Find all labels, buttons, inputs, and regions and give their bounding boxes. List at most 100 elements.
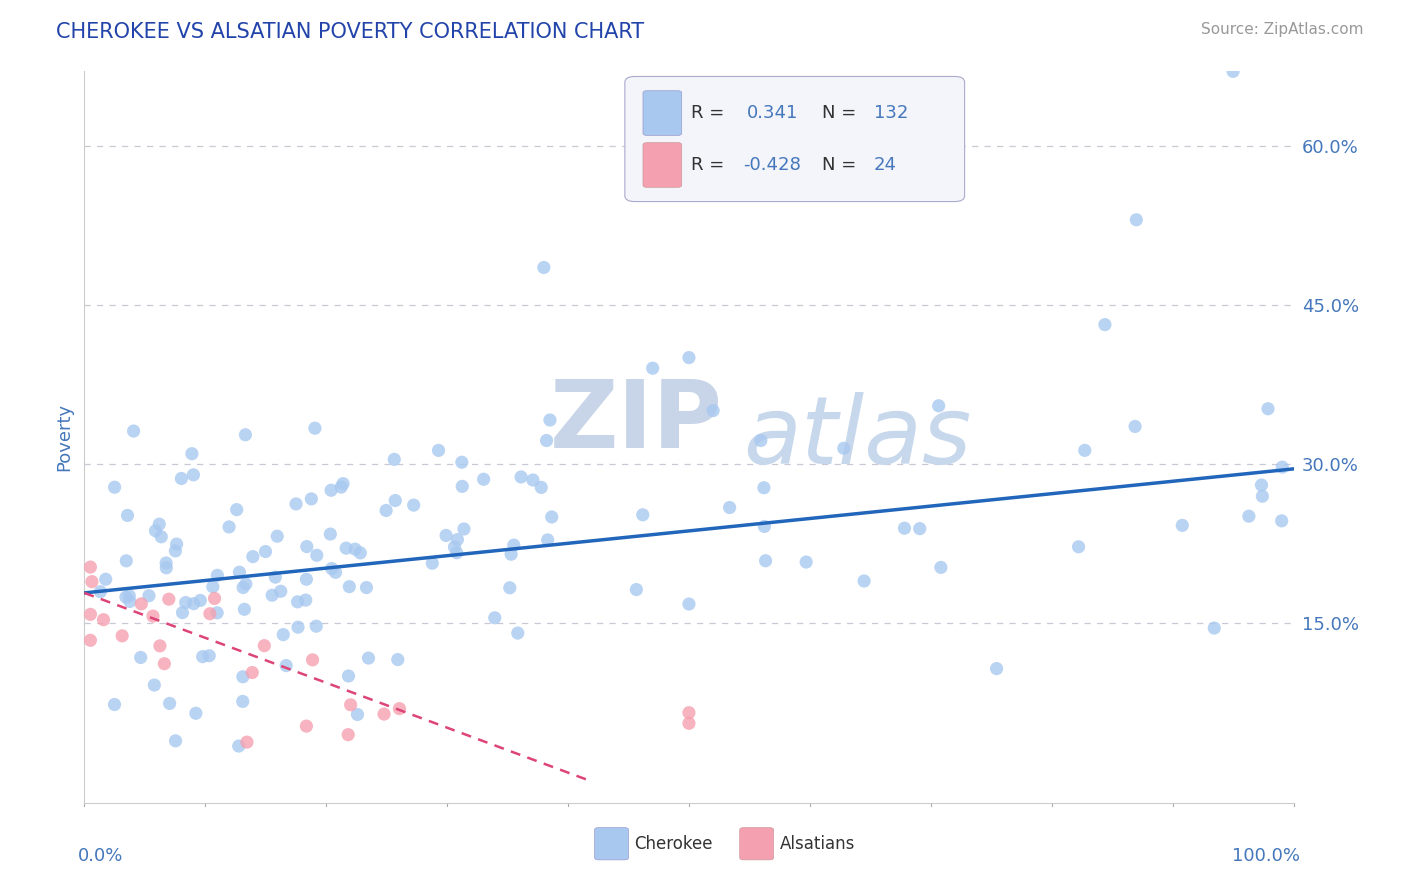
Point [373, 707, 395, 722]
Point [626, 582, 648, 597]
Point [1074, 443, 1097, 458]
Point [165, 544, 187, 558]
Point [183, 597, 205, 611]
Point [319, 483, 342, 498]
Text: 0.0%: 0.0% [79, 847, 124, 864]
Point [1204, 621, 1226, 635]
Point [233, 602, 256, 616]
Point [330, 480, 353, 494]
Text: N =: N = [823, 156, 862, 174]
FancyBboxPatch shape [624, 77, 965, 202]
FancyBboxPatch shape [643, 91, 682, 136]
Point [375, 503, 398, 517]
Point [384, 493, 406, 508]
Text: R =: R = [692, 104, 730, 122]
Point [117, 508, 139, 523]
Point [270, 584, 292, 599]
Point [159, 697, 181, 711]
Point [530, 480, 553, 494]
Point [502, 538, 524, 552]
Point [893, 521, 915, 535]
Point [356, 581, 378, 595]
Point [1271, 514, 1294, 528]
Point [240, 665, 263, 680]
Point [536, 434, 558, 448]
Point [122, 424, 145, 438]
Point [450, 455, 472, 469]
Point [180, 447, 202, 461]
Text: atlas: atlas [744, 392, 972, 483]
Point [191, 649, 214, 664]
Point [794, 555, 817, 569]
Point [344, 542, 367, 557]
Point [540, 510, 562, 524]
Point [153, 657, 176, 671]
Point [752, 481, 775, 495]
Point [346, 707, 368, 722]
Point [755, 554, 778, 568]
Point [929, 560, 952, 574]
Point [537, 533, 560, 547]
Point [155, 561, 177, 575]
Point [183, 467, 205, 482]
Point [510, 470, 533, 484]
Point [388, 701, 411, 715]
Text: 24: 24 [875, 156, 897, 174]
Point [427, 443, 450, 458]
Text: ZIP: ZIP [550, 376, 723, 468]
Point [148, 517, 170, 532]
Point [446, 533, 468, 547]
Point [236, 735, 259, 749]
Point [228, 739, 250, 753]
Point [1237, 509, 1260, 524]
Point [266, 529, 288, 543]
Point [253, 639, 276, 653]
Point [295, 719, 318, 733]
Point [678, 716, 700, 731]
Text: Source: ZipAtlas.com: Source: ZipAtlas.com [1201, 22, 1364, 37]
Point [235, 427, 257, 442]
Point [232, 581, 254, 595]
Point [1250, 478, 1272, 492]
Text: 0.341: 0.341 [747, 104, 799, 122]
Point [325, 566, 347, 580]
Point [678, 351, 700, 365]
Point [1251, 489, 1274, 503]
Point [1171, 518, 1194, 533]
Point [225, 502, 247, 516]
Point [232, 694, 254, 708]
Point [93, 613, 115, 627]
Point [104, 480, 127, 494]
Text: 132: 132 [875, 104, 908, 122]
Point [702, 403, 724, 417]
Point [79, 560, 101, 574]
Point [332, 476, 354, 491]
Point [276, 658, 298, 673]
Point [453, 522, 475, 536]
Point [287, 595, 309, 609]
Point [538, 413, 561, 427]
Point [853, 574, 876, 588]
Point [287, 620, 309, 634]
Point [155, 556, 177, 570]
Point [301, 653, 323, 667]
Point [94, 572, 117, 586]
Point [188, 593, 211, 607]
Point [79, 607, 101, 622]
FancyBboxPatch shape [595, 828, 628, 860]
Point [205, 606, 228, 620]
Point [1125, 212, 1147, 227]
Point [198, 648, 221, 663]
Point [641, 361, 664, 376]
Point [79, 633, 101, 648]
Point [349, 546, 371, 560]
Point [533, 260, 555, 275]
Point [131, 597, 153, 611]
Point [204, 591, 226, 606]
Point [420, 556, 443, 570]
Point [242, 549, 264, 564]
Point [339, 698, 361, 712]
Point [335, 541, 357, 556]
Point [506, 626, 529, 640]
Point [150, 530, 173, 544]
